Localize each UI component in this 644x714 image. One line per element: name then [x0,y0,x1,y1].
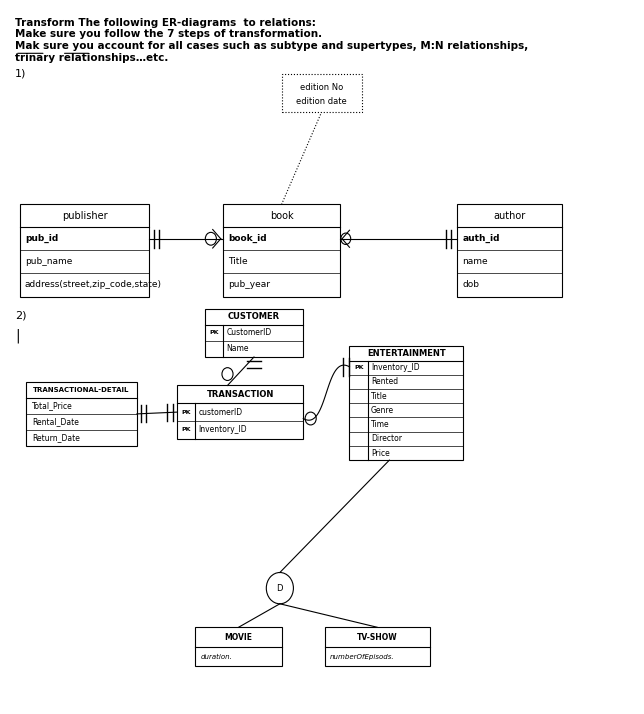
Text: ENTERTAINMENT: ENTERTAINMENT [367,349,446,358]
Text: PK: PK [209,331,219,336]
Text: 2): 2) [15,311,26,321]
FancyBboxPatch shape [281,74,362,111]
Text: Make sure you follow the 7 steps of transformation.: Make sure you follow the 7 steps of tran… [15,29,322,39]
Text: Total_Price: Total_Price [32,401,73,411]
Text: numberOfEpisods.: numberOfEpisods. [330,653,394,660]
FancyBboxPatch shape [26,382,137,446]
Text: address(street,zip_code,state): address(street,zip_code,state) [25,281,162,289]
Text: TV-SHOW: TV-SHOW [357,633,397,642]
Text: edition No: edition No [300,83,343,91]
Text: PK: PK [354,365,363,370]
Text: 1): 1) [15,69,26,79]
Text: Genre: Genre [371,406,394,415]
FancyBboxPatch shape [205,308,303,357]
Text: pub_id: pub_id [25,234,58,243]
Text: CustomerID: CustomerID [226,328,272,337]
FancyBboxPatch shape [457,204,562,296]
Text: trinary relationships…etc.: trinary relationships…etc. [15,53,168,63]
Text: Title: Title [371,391,388,401]
Text: customerID: customerID [198,408,243,417]
Text: name: name [462,257,488,266]
FancyBboxPatch shape [196,628,281,666]
Text: Name: Name [226,344,249,353]
Text: Price: Price [371,448,390,458]
Text: TRANSACTIONAL-DETAIL: TRANSACTIONAL-DETAIL [33,387,129,393]
Text: edition date: edition date [296,96,347,106]
Text: pub_name: pub_name [25,257,72,266]
Text: PK: PK [182,428,191,433]
Text: Return_Date: Return_Date [32,433,80,443]
FancyBboxPatch shape [325,628,430,666]
Text: Rental_Date: Rental_Date [32,418,79,426]
Text: duration.: duration. [200,653,232,660]
FancyBboxPatch shape [350,346,464,460]
Text: |: | [15,328,19,343]
FancyBboxPatch shape [20,204,149,296]
FancyBboxPatch shape [177,386,303,439]
Text: MOVIE: MOVIE [225,633,252,642]
Text: PK: PK [182,410,191,415]
Text: Title: Title [228,257,248,266]
Text: auth_id: auth_id [462,234,500,243]
Text: book_id: book_id [228,234,267,243]
Text: TRANSACTION: TRANSACTION [207,390,274,399]
Text: Rented: Rented [371,378,398,386]
Text: author: author [493,211,526,221]
Text: pub_year: pub_year [228,281,270,289]
Text: book: book [270,211,294,221]
Text: CUSTOMER: CUSTOMER [228,312,280,321]
FancyBboxPatch shape [223,204,340,296]
Text: publisher: publisher [62,211,108,221]
Text: Time: Time [371,420,390,429]
Text: Mak sure you account for all cases such as subtype and supertypes, M:N relations: Mak sure you account for all cases such … [15,41,528,51]
Text: Inventory_ID: Inventory_ID [371,363,420,372]
Text: Inventory_ID: Inventory_ID [198,426,247,434]
Text: Director: Director [371,434,402,443]
Text: dob: dob [462,281,479,289]
Text: D: D [277,583,283,593]
Text: Transform The following ER-diagrams  to relations:: Transform The following ER-diagrams to r… [15,18,316,28]
